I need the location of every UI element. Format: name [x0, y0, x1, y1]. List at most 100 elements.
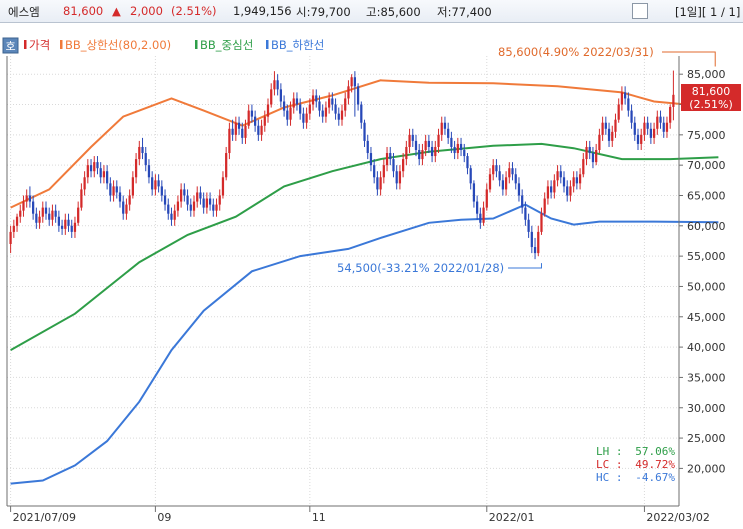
candle-body — [234, 122, 237, 135]
candle-body — [196, 192, 199, 202]
candle-body — [665, 122, 669, 132]
x-tick-label: 2022/01 — [489, 511, 535, 524]
candle-body — [305, 113, 308, 123]
candle-body — [652, 128, 656, 138]
stat-hc-label: HC : — [596, 471, 623, 484]
candle-body — [430, 146, 434, 157]
candle-body — [118, 192, 122, 202]
candle-body — [183, 189, 186, 196]
candle-body — [479, 213, 482, 223]
candle-body — [646, 122, 649, 129]
candle-body — [41, 207, 44, 217]
y-tick-label: 85,000 — [687, 68, 726, 81]
candle-body — [225, 153, 228, 178]
candle-body — [202, 198, 205, 208]
candle-body — [482, 207, 485, 223]
candle-body — [321, 110, 324, 117]
candle-body — [186, 195, 189, 205]
band-line-lower — [10, 203, 719, 485]
stat-lc-value: 49.72% — [635, 458, 675, 471]
legend-swatch-middle — [195, 40, 198, 49]
candle-body — [299, 104, 302, 114]
candle-body — [607, 128, 611, 141]
candlestick-chart: 85,00080,00075,00070,00065,00060,00055,0… — [0, 23, 743, 529]
candle-body — [408, 134, 411, 147]
candle-body — [289, 107, 292, 120]
candle-body — [521, 195, 524, 208]
y-tick-label: 45,000 — [687, 311, 726, 324]
candle-body — [443, 122, 447, 129]
candle-body — [353, 77, 356, 87]
price-tag-background — [681, 84, 741, 111]
candle-body — [15, 216, 19, 226]
volume: 1,949,156 — [233, 4, 292, 18]
up-arrow-icon: ▲ — [112, 4, 121, 18]
candle-body — [598, 134, 601, 151]
candle-body — [411, 134, 414, 141]
x-tick-label: 2022/03/02 — [646, 511, 709, 524]
period-page-indicator[interactable]: [1일][ 1 / 1] — [675, 5, 741, 19]
price-tag-pct: (2.51%) — [689, 98, 733, 111]
candle-body — [254, 116, 257, 126]
candle-body — [504, 177, 508, 190]
candle-body — [189, 204, 192, 211]
candle-body — [263, 116, 266, 126]
y-tick-label: 25,000 — [687, 432, 726, 445]
candle-body — [546, 186, 550, 199]
candle-body — [218, 195, 221, 205]
candle-body — [379, 177, 382, 190]
candle-body — [167, 204, 170, 214]
y-tick-label: 50,000 — [687, 280, 726, 293]
candle-body — [662, 122, 665, 132]
candle-body — [237, 122, 241, 129]
candle-body — [44, 207, 48, 214]
candle-body — [93, 162, 96, 172]
candle-body — [215, 204, 218, 211]
candle-body — [250, 110, 254, 117]
candle-body — [247, 110, 250, 126]
candle-body — [472, 183, 476, 202]
y-tick-label: 35,000 — [687, 371, 726, 384]
candle-body — [578, 174, 582, 184]
candle-body — [427, 140, 430, 147]
candle-body — [437, 134, 440, 147]
candle-body — [340, 110, 344, 120]
candle-body — [459, 143, 463, 151]
candle-body — [77, 207, 80, 223]
candle-body — [22, 201, 25, 211]
candle-body — [569, 186, 572, 196]
candle-body — [540, 213, 543, 232]
candle-body — [25, 195, 28, 202]
y-axis: 85,00080,00075,00070,00065,00060,00055,0… — [679, 68, 726, 475]
side-toggle-label: 호 — [5, 40, 15, 53]
y-tick-label: 55,000 — [687, 250, 726, 263]
candle-body — [83, 177, 86, 190]
candle-body — [617, 104, 620, 120]
candle-body — [620, 92, 624, 105]
candle-body — [456, 143, 459, 154]
candle-body — [80, 189, 83, 208]
candle-body — [60, 225, 64, 229]
candle-body — [163, 195, 167, 205]
y-tick-label: 70,000 — [687, 159, 726, 172]
candle-body — [212, 204, 215, 211]
price-change-pct: (2.51%) — [171, 4, 217, 18]
candle-body — [51, 210, 54, 220]
stock-name: 에스엠 — [8, 5, 40, 19]
candle-body — [588, 146, 591, 154]
candle-body — [498, 171, 501, 181]
legend-label-price: 가격 — [29, 38, 50, 52]
candle-body — [295, 98, 299, 105]
candle-body — [363, 122, 366, 141]
candle-body — [347, 86, 350, 99]
candle-body — [463, 150, 466, 157]
candle-body — [633, 122, 636, 135]
candle-body — [241, 128, 244, 138]
side-toggle-button[interactable] — [2, 37, 19, 54]
stat-lh-label: LH : — [596, 445, 623, 458]
chart-tool-icon[interactable] — [632, 3, 648, 19]
candle-body — [131, 177, 134, 196]
candle-body — [244, 125, 247, 138]
candle-body — [208, 198, 212, 205]
candle-body — [134, 159, 138, 178]
